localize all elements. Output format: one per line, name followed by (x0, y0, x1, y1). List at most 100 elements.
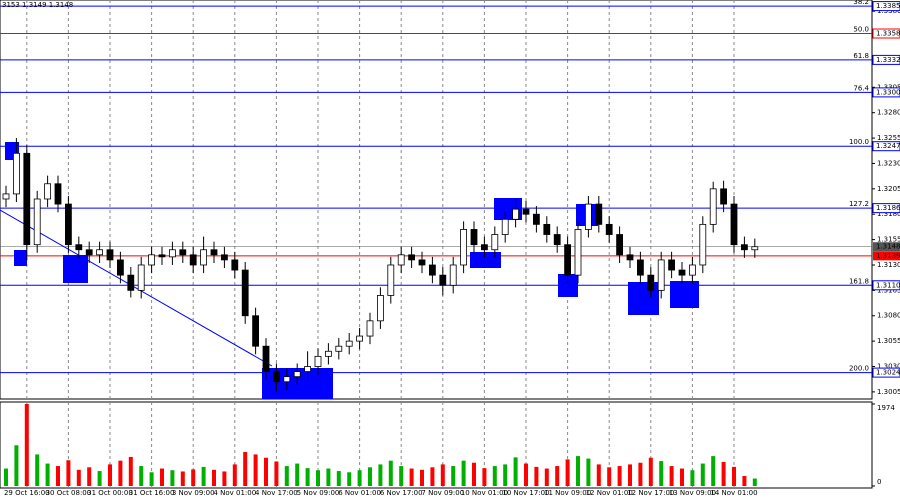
candle-body (387, 264, 395, 296)
candle-body (241, 269, 249, 317)
candle-body (668, 259, 675, 271)
candle-body (23, 152, 31, 246)
volume-bar (14, 445, 19, 486)
price-panel-frame (0, 0, 873, 400)
volume-bar (357, 470, 362, 486)
x-tick-label: 6 Nov 17:00 (380, 489, 423, 497)
candle-body (252, 315, 260, 347)
grid (0, 0, 872, 488)
volume-bar (305, 468, 310, 486)
y-tick-label: 1.3255 (877, 134, 900, 142)
y-tick-label: 1.3205 (877, 185, 900, 193)
candle-body (2, 193, 10, 200)
candle-body (314, 355, 322, 367)
level-price-box (872, 367, 900, 378)
candle-body (720, 188, 727, 205)
level-name: 100.0 (849, 138, 869, 146)
candle-body (376, 295, 384, 322)
candle-body (137, 264, 145, 291)
x-tick-label: 12 Nov 17:00 (627, 489, 674, 497)
candle-body (741, 244, 748, 251)
ask-price-label: 1.3139 (876, 252, 900, 260)
volume-bar (118, 460, 123, 486)
x-tick-label: 5 Nov 09:00 (297, 489, 340, 497)
x-tick-label: 31 Oct 16:00 (129, 489, 175, 497)
candle-body (283, 376, 291, 383)
volume-bar (555, 466, 560, 486)
candle-body (751, 246, 759, 251)
candle-body (12, 152, 20, 195)
volume-bar (607, 467, 612, 486)
volume-bar (45, 463, 50, 486)
candle-body (491, 234, 499, 251)
volume-bar (732, 466, 736, 486)
level-name: 50.0 (853, 26, 869, 34)
volume-bar (170, 470, 175, 486)
plot (2, 138, 759, 486)
candle-body (585, 203, 592, 230)
level-price-box (872, 28, 900, 39)
volume-bar (347, 472, 352, 486)
candle-body (127, 274, 135, 291)
y-tick-label: 1.3180 (877, 210, 900, 218)
y-tick-label: 1.3005 (877, 388, 900, 396)
bid-price-label: 1.3148 (876, 243, 900, 251)
volume-tick-label: 1974 (877, 404, 895, 412)
y-tick-label: 1.3155 (877, 236, 900, 244)
volume-bar (4, 468, 8, 486)
candle-body (200, 249, 208, 266)
candle-body (637, 259, 644, 276)
volume-bar (659, 461, 664, 486)
candle-body (418, 259, 426, 266)
volume-bar (243, 451, 248, 486)
level-name: 76.4 (853, 84, 869, 92)
level-price-label: 1.3385 (876, 2, 900, 10)
ohlc-text: 3153 1.3149 1.3148 (2, 1, 73, 9)
candle-body (33, 198, 41, 246)
volume-bar (482, 468, 487, 486)
zone-box (63, 255, 88, 283)
candle-body (533, 213, 540, 225)
candle-body (657, 259, 665, 291)
y-tick-label: 1.3305 (877, 83, 900, 91)
volume-bar (388, 460, 393, 486)
volume-bar (139, 466, 144, 486)
volume-bar (284, 466, 289, 486)
candle-body (304, 366, 312, 372)
volume-bar (409, 468, 414, 486)
level-price-label: 1.3024 (876, 369, 900, 377)
candle-body (428, 264, 436, 276)
candle-body (408, 254, 416, 261)
candle-body (65, 203, 72, 246)
trend-line (0, 209, 273, 367)
candle-body (397, 254, 405, 266)
volume-bar (576, 456, 580, 486)
candle-body (158, 254, 166, 258)
level-price-label: 1.3358 (876, 30, 900, 38)
candle-body (345, 340, 353, 347)
volume-bar (76, 469, 81, 486)
candle-body (189, 254, 197, 266)
candle-body (564, 244, 571, 276)
volume-bar (430, 467, 435, 486)
candle-body (699, 223, 707, 266)
candle-body (148, 254, 156, 266)
level-price-box (872, 203, 900, 214)
volume-bar (752, 478, 757, 486)
level-price-box (872, 1, 900, 12)
y-tick-label: 1.3280 (877, 109, 900, 117)
volume-bar (524, 463, 528, 486)
volume-bar (56, 466, 60, 486)
candle-body (262, 345, 270, 372)
candle-body (449, 264, 457, 286)
candle-body (210, 249, 218, 256)
x-tick-label: 29 Oct 16:00 (4, 489, 50, 497)
level-name: 61.8 (853, 52, 869, 60)
candle-body (522, 208, 530, 215)
volume-bar (24, 404, 29, 486)
volume-bar (316, 470, 320, 486)
volume-bar (440, 464, 445, 486)
